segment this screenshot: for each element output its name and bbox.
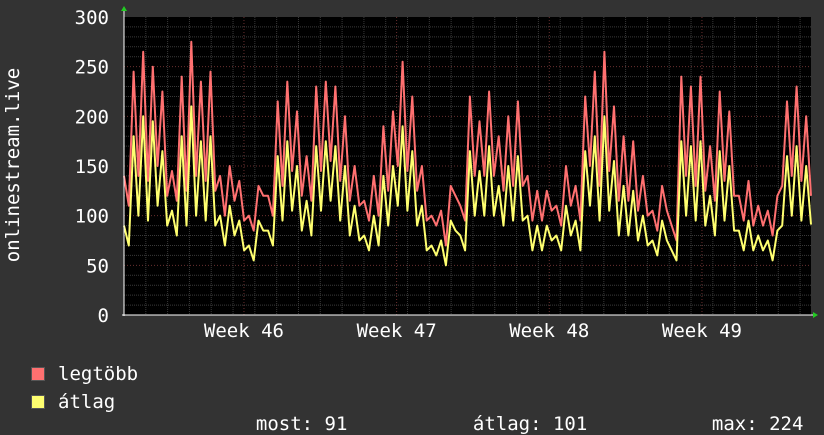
stat-max: max: 224	[689, 391, 804, 435]
series-line-max	[123, 40, 812, 247]
stat-average-value: 101	[552, 413, 588, 435]
y-tick-label: 100	[75, 206, 109, 228]
legend-label-max: legtöbb	[58, 363, 139, 385]
stat-max-label: max:	[711, 413, 758, 435]
y-axis-label: onlinestream.live	[2, 68, 24, 262]
y-tick-label: 200	[75, 106, 109, 128]
legend-label-avg: átlag	[58, 391, 116, 413]
series-line-avg	[123, 105, 812, 267]
series-lines	[123, 40, 812, 267]
y-tick-labels: 0 50 100 150 200 250 300	[75, 7, 109, 327]
x-tick-label: Week 47	[357, 320, 437, 342]
y-axis-arrow	[121, 6, 127, 11]
y-tick-label: 0	[98, 305, 109, 327]
legend-swatch-avg	[31, 395, 45, 409]
x-tick-label: Week 46	[204, 320, 284, 342]
y-tick-label: 150	[75, 156, 109, 178]
y-tick-label: 50	[86, 255, 109, 277]
stat-current-value: 91	[324, 413, 348, 435]
legend-swatch-max	[31, 367, 45, 381]
legend-item-avg: átlag	[31, 391, 115, 413]
stat-current-label: most:	[255, 413, 314, 435]
y-tick-label: 300	[75, 7, 109, 29]
stat-average-label: átlag:	[472, 413, 542, 435]
legend-item-max: legtöbb	[31, 363, 138, 385]
axes	[121, 6, 818, 318]
x-axis-arrow	[813, 312, 818, 318]
x-tick-labels: Week 46 Week 47 Week 48 Week 49	[204, 320, 742, 342]
stat-max-value: 224	[769, 413, 804, 435]
stat-average: átlag: 101	[450, 391, 587, 435]
stat-current: most: 91	[233, 391, 348, 435]
x-tick-label: Week 48	[509, 320, 589, 342]
y-tick-label: 250	[75, 57, 109, 79]
x-tick-label: Week 49	[662, 320, 742, 342]
